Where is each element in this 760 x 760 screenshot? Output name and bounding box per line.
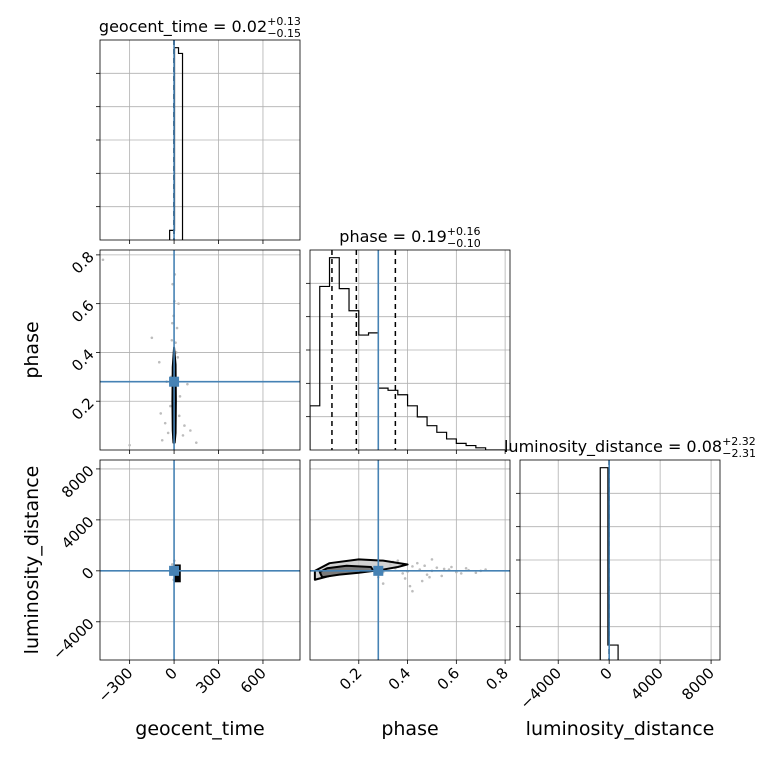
- panel-geocent_time_phase-point: [189, 429, 192, 432]
- panel-geocent_time_phase-point: [160, 438, 164, 442]
- ytick-label-luminosity_distance: 8000: [58, 462, 98, 502]
- panel-geocent_time_phase-point: [183, 424, 186, 427]
- panel-geocent_time_phase-point: [169, 404, 172, 408]
- panel-geocent_time_phase-point: [163, 421, 167, 425]
- panel-phase_luminosity_distance-group: [310, 460, 510, 660]
- xtick-label-luminosity_distance: 0: [597, 664, 616, 683]
- panel-phase_luminosity_distance-point: [401, 572, 404, 575]
- panel-geocent_time_luminosity_distance-frame: [99, 459, 301, 661]
- ytick-label-luminosity_distance: 4000: [58, 513, 98, 553]
- ytick-label-phase: 0.8: [68, 248, 98, 278]
- xtick-label-geocent_time: 300: [192, 664, 225, 697]
- panel-phase_luminosity_distance-point: [403, 577, 407, 580]
- panel-phase_luminosity_distance-point: [450, 565, 453, 569]
- hist-phase-step: [310, 257, 506, 450]
- panel-geocent_time_luminosity_distance-truth-marker: [169, 565, 180, 576]
- xtick-label-phase: 0.8: [482, 664, 512, 694]
- panel-geocent_time_phase-point: [150, 336, 154, 340]
- xlabel-luminosity_distance: luminosity_distance: [526, 718, 715, 740]
- panel-phase_luminosity_distance-point: [423, 564, 426, 568]
- hist-luminosity_distance-group: [599, 460, 619, 660]
- panel-geocent_time_luminosity_distance-group: [100, 460, 300, 660]
- panel-geocent_time_phase-point: [174, 351, 178, 354]
- hist-geocent_time-group: [169, 40, 184, 240]
- xtick-label-phase: 0.2: [336, 664, 366, 694]
- panel-phase_luminosity_distance-point: [381, 582, 385, 585]
- panel-geocent_time_luminosity_distance-point: [170, 563, 174, 566]
- panel-geocent_time_phase-point: [194, 441, 198, 444]
- panel-phase_luminosity_distance-point: [411, 589, 414, 593]
- panel-phase_luminosity_distance-frame: [309, 459, 511, 661]
- panel-phase_luminosity_distance-point: [440, 574, 444, 578]
- hist-phase-group: [310, 250, 506, 450]
- panel-phase_luminosity_distance-point: [425, 573, 429, 576]
- panels-layer: [96, 39, 721, 664]
- title-phase: phase = 0.19+0.16 −0.10: [339, 225, 480, 250]
- ytick-label-luminosity_distance: −4000: [49, 615, 98, 664]
- panel-geocent_time_phase-point: [101, 258, 105, 262]
- xtick-label-phase: 0.4: [385, 664, 415, 694]
- xtick-label-geocent_time: 600: [237, 664, 270, 697]
- panel-geocent_time_phase-point: [177, 414, 181, 418]
- panel-geocent_time_phase-truth-marker: [169, 376, 180, 387]
- panel-geocent_time_phase-point: [170, 338, 174, 342]
- labels-layer: geocent_time = 0.02+0.13 −0.15 phase = 0.1…: [21, 15, 756, 740]
- xtick-label-luminosity_distance: 4000: [627, 664, 667, 704]
- panel-phase_luminosity_distance-point: [416, 561, 419, 565]
- panel-geocent_time_phase-point: [181, 434, 185, 437]
- panel-phase_luminosity_distance-point: [408, 584, 412, 588]
- xtick-label-phase: 0.6: [434, 664, 464, 694]
- panel-phase_luminosity_distance-point: [459, 572, 463, 575]
- panel-phase_luminosity_distance-point: [435, 566, 439, 569]
- panel-geocent_time_phase-point: [177, 302, 180, 305]
- panel-geocent_time_phase-point: [186, 382, 189, 386]
- xlabel-phase: phase: [381, 718, 438, 740]
- panel-geocent_time_phase-point: [174, 341, 177, 344]
- ylabel-phase: phase: [21, 321, 43, 378]
- panel-geocent_time_phase-point: [171, 282, 174, 286]
- panel-phase_luminosity_distance-point: [474, 571, 478, 575]
- ytick-label-luminosity_distance: 0: [78, 564, 97, 583]
- hist-geocent_time-step: [169, 47, 184, 240]
- panel-geocent_time_phase-point: [159, 412, 163, 415]
- xlabel-geocent_time: geocent_time: [135, 718, 264, 740]
- title-luminosity_distance: luminosity_distance = 0.08+2.32 −2.31: [504, 435, 756, 460]
- panel-phase_luminosity_distance-point: [411, 565, 414, 568]
- ytick-label-phase: 0.2: [68, 394, 98, 424]
- xtick-label-luminosity_distance: 8000: [678, 664, 718, 704]
- panel-geocent_time_phase-point: [176, 356, 180, 359]
- ytick-label-phase: 0.4: [68, 345, 98, 375]
- panel-geocent_time_phase-point: [128, 443, 131, 447]
- panel-geocent_time_phase-group: [100, 250, 300, 450]
- panel-phase_luminosity_distance-point: [428, 575, 431, 579]
- panel-phase_luminosity_distance-point: [420, 579, 424, 583]
- panel-geocent_time_phase-point: [170, 321, 174, 325]
- panel-geocent_time_phase-frame: [99, 249, 301, 451]
- panel-geocent_time_phase-point: [157, 360, 161, 364]
- xtick-label-geocent_time: −300: [95, 664, 137, 706]
- xtick-label-geocent_time: 0: [161, 664, 180, 683]
- ytick-label-phase: 0.6: [68, 297, 98, 327]
- panel-phase_luminosity_distance-truth-marker: [373, 565, 384, 576]
- panel-geocent_time_phase-point: [166, 431, 170, 435]
- title-geocent_time: geocent_time = 0.02+0.13 −0.15: [99, 15, 301, 40]
- panel-phase_luminosity_distance-point: [442, 567, 446, 571]
- ylabel-luminosity_distance: luminosity_distance: [21, 466, 43, 655]
- panel-geocent_time_phase-point: [178, 395, 182, 398]
- panel-geocent_time_phase-point: [175, 326, 179, 330]
- xtick-label-luminosity_distance: −4000: [516, 664, 565, 713]
- hist-luminosity_distance-step: [599, 467, 619, 660]
- panel-phase_luminosity_distance-point: [396, 559, 400, 562]
- panel-phase_luminosity_distance-point: [430, 558, 434, 561]
- panel-phase_luminosity_distance-point: [464, 566, 468, 570]
